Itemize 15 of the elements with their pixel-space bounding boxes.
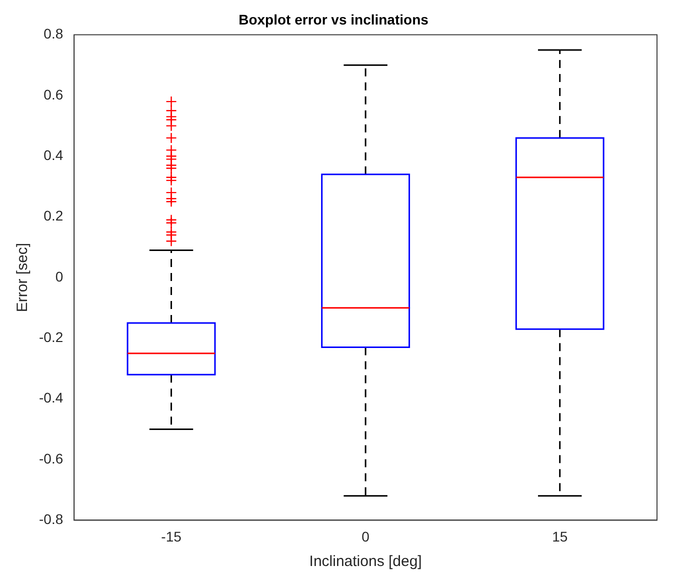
x-tick-label: 0 (362, 528, 370, 544)
y-tick-label: 0 (55, 268, 64, 284)
x-tick-label: 15 (552, 528, 568, 544)
y-axis-title: Error [sec] (14, 242, 32, 312)
y-tick-label: 0.6 (44, 86, 64, 102)
chart-title: Boxplot error vs inclinations (238, 11, 429, 28)
y-tick-label: 0.4 (44, 147, 64, 164)
x-tick-label: -15 (161, 528, 182, 544)
x-axis-title: Inclinations [deg] (309, 553, 422, 570)
y-tick-label: -0.4 (39, 390, 64, 406)
y-tick-label: 0.8 (44, 26, 64, 42)
y-tick-label: -0.6 (39, 450, 64, 466)
y-tick-label: -0.2 (39, 329, 64, 346)
y-tick-label: 0.2 (44, 208, 64, 224)
y-tick-label: -0.8 (39, 511, 64, 528)
